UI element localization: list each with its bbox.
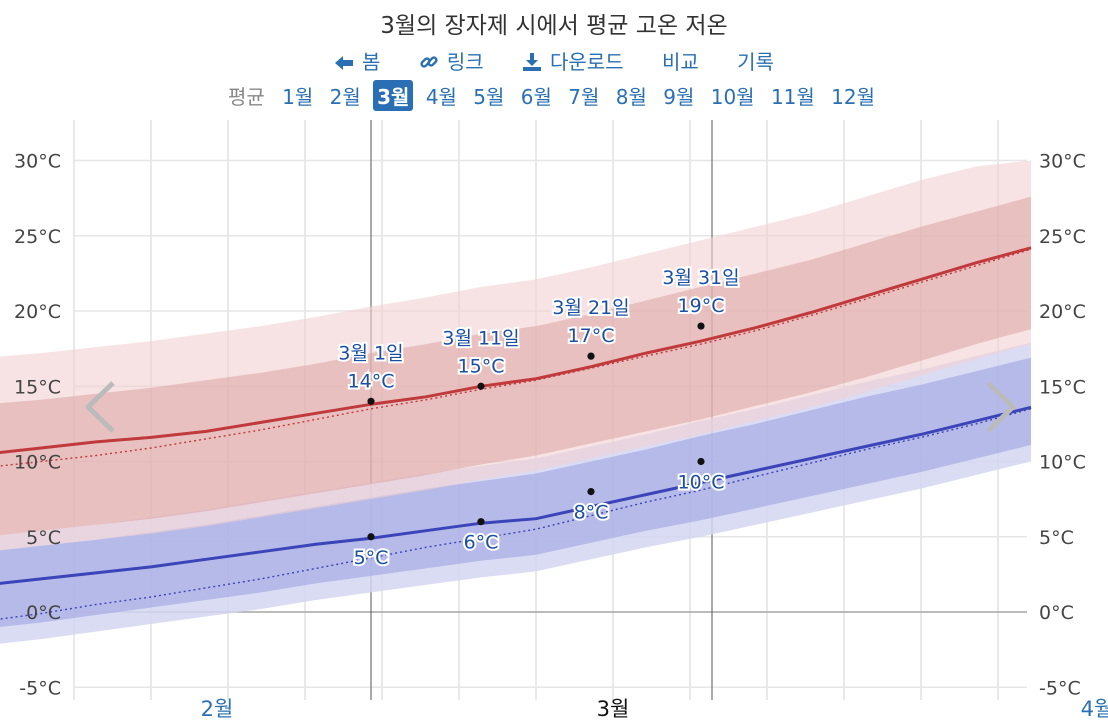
y-tick-label-left: 20°C (14, 301, 61, 323)
y-tick-label-left: 30°C (14, 151, 61, 173)
download-button[interactable]: 다운로드 (522, 46, 624, 75)
arrow-left-icon (335, 56, 354, 70)
annotation-value: 19°C (678, 295, 725, 317)
high-band-inner (0, 196, 1031, 536)
month-tab-10[interactable]: 10월 (710, 85, 755, 109)
annotation-value: 15°C (458, 355, 505, 377)
annotation-point (697, 457, 705, 466)
annotation-date: 3월 21일 (552, 297, 629, 319)
annotation-value: 10°C (678, 472, 725, 494)
annotation-point (367, 397, 375, 405)
x-month-label: 2월 (201, 697, 234, 721)
annotation-value: 17°C (568, 325, 615, 347)
annotation-point (587, 488, 595, 496)
annotation-point (697, 322, 705, 330)
y-tick-label-right: -5°C (1039, 677, 1081, 699)
month-tab-12[interactable]: 12월 (831, 85, 876, 109)
month-tab-1[interactable]: 1월 (282, 85, 314, 109)
back-label: 봄 (362, 50, 381, 74)
x-month-label: 4월 (1081, 697, 1108, 721)
link-icon (420, 56, 438, 68)
annotation-point (367, 533, 375, 541)
y-tick-label-left: 10°C (14, 452, 61, 474)
month-tab-9[interactable]: 9월 (663, 85, 695, 109)
annotation-date: 3월 1일 (338, 342, 403, 364)
annotation-point (477, 382, 485, 390)
toolbar: 봄 링크 다운로드 비교 기록 (0, 46, 1108, 75)
annotation-value: 6°C (464, 532, 499, 554)
prev-chevron-icon[interactable] (85, 381, 115, 433)
y-tick-label-right: 20°C (1039, 301, 1086, 323)
month-tab-4[interactable]: 4월 (425, 85, 457, 109)
link-button[interactable]: 링크 (419, 46, 484, 75)
annotation-value: 8°C (574, 502, 609, 524)
annotation-date: 3월 11일 (442, 327, 519, 349)
y-tick-label-right: 15°C (1039, 376, 1086, 398)
link-label: 링크 (446, 50, 484, 74)
y-tick-label-left: 25°C (14, 226, 61, 248)
month-nav-label: 평균 (227, 85, 265, 109)
y-tick-label-right: 25°C (1039, 226, 1086, 248)
month-tab-7[interactable]: 7월 (568, 85, 600, 109)
y-tick-label-right: 30°C (1039, 151, 1086, 173)
month-tab-11[interactable]: 11월 (770, 85, 815, 109)
annotation-point (477, 518, 485, 526)
low-band-inner (0, 357, 1031, 628)
download-label: 다운로드 (549, 50, 624, 74)
annotation-date: 3월 31일 (662, 267, 739, 289)
page-title: 3월의 장자제 시에서 평균 고온 저온 (380, 13, 728, 39)
x-month-label: 3월 (597, 697, 630, 721)
y-tick-label-right: 0°C (1039, 602, 1074, 624)
month-tab-8[interactable]: 8월 (615, 85, 647, 109)
y-tick-label-left: 15°C (14, 376, 61, 398)
month-tab-5[interactable]: 5월 (473, 85, 505, 109)
history-button[interactable]: 기록 (737, 50, 774, 74)
annotation-value: 14°C (348, 370, 395, 392)
month-nav: 평균 1월 2월 3월 4월 5월 6월 7월 8월 9월 10월 11월 12… (0, 80, 1108, 111)
annotation-point (587, 352, 595, 360)
next-chevron-icon[interactable] (986, 381, 1016, 433)
y-tick-label-right: 5°C (1039, 527, 1074, 549)
month-tab-3[interactable]: 3월 (373, 80, 414, 111)
month-tab-6[interactable]: 6월 (520, 85, 552, 109)
y-tick-label-left: 5°C (26, 527, 61, 549)
y-tick-label-left: -5°C (19, 677, 61, 699)
back-button[interactable]: 봄 (334, 46, 380, 75)
y-tick-label-left: 0°C (26, 602, 61, 624)
annotation-value: 5°C (354, 547, 389, 569)
y-tick-label-right: 10°C (1039, 452, 1086, 474)
download-icon (522, 53, 541, 71)
compare-button[interactable]: 비교 (661, 50, 699, 74)
month-tab-2[interactable]: 2월 (329, 85, 361, 109)
